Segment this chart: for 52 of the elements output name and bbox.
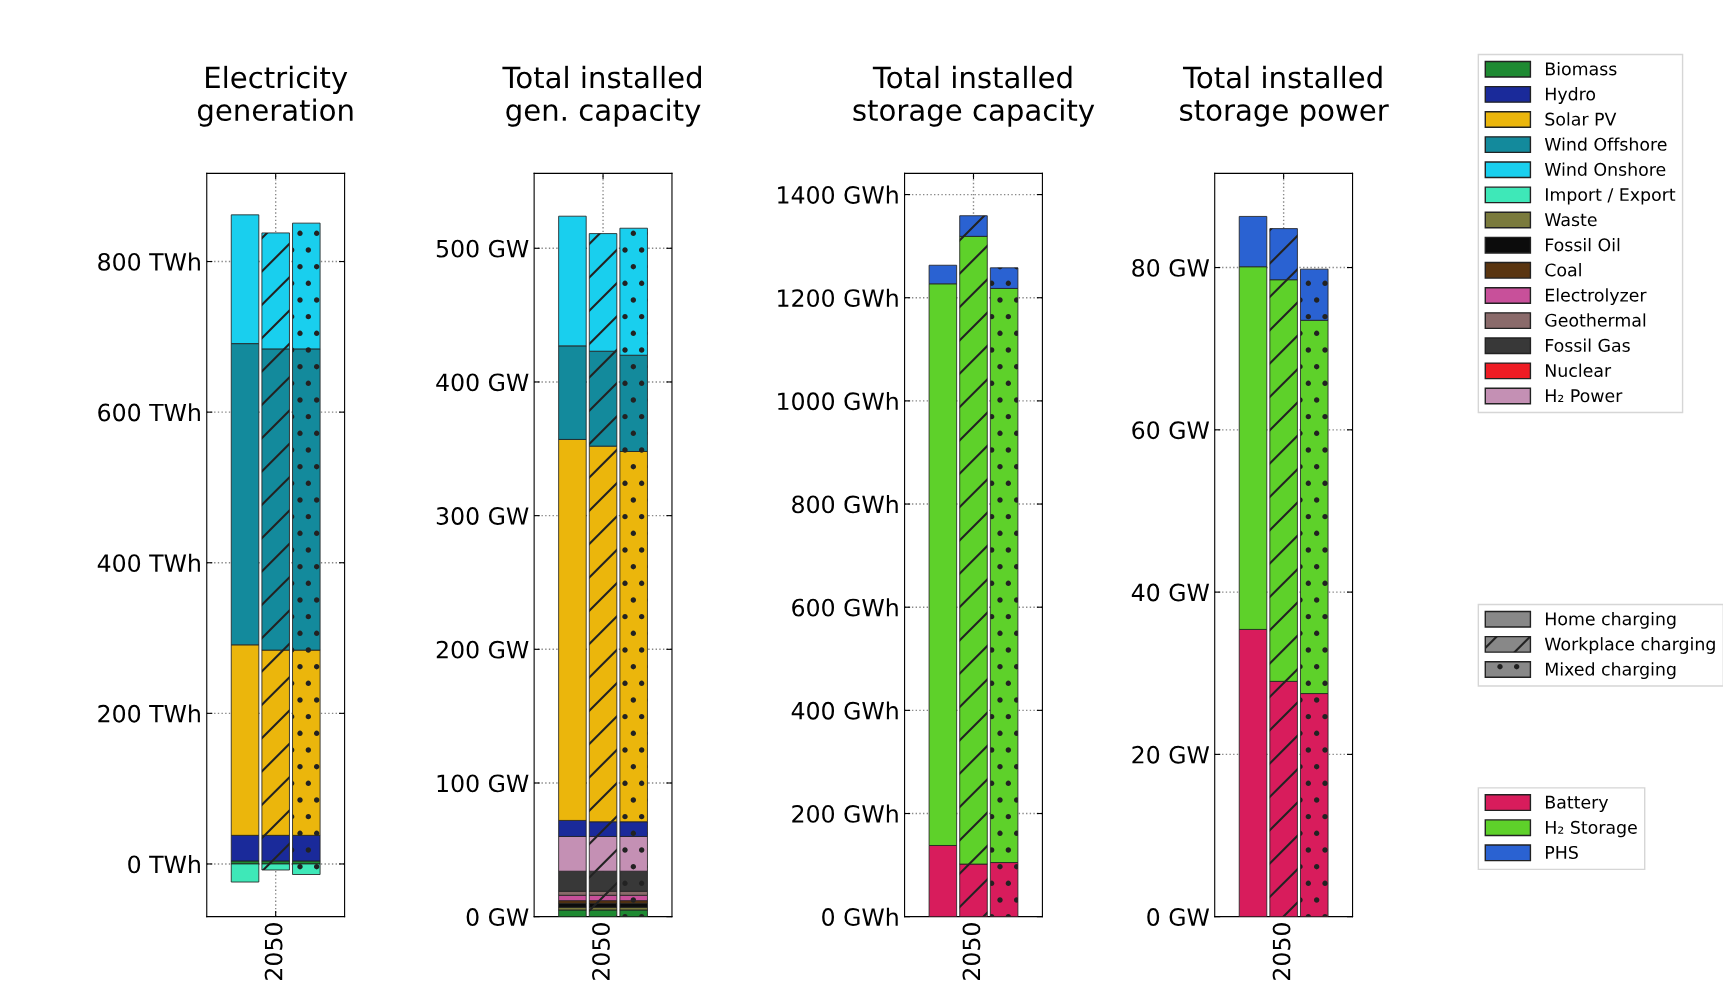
y-tick-label: 600 GWh [792,598,898,617]
legend-label: Battery [1546,795,1609,813]
legend-label: Biomass [1546,61,1617,76]
y-tick-label: 1400 GWh [778,185,898,204]
y-tick-label: 0 GW [466,908,529,926]
y-tick-label: 80 GW [1132,258,1210,277]
legend-label: Wind Onshore [1544,162,1666,176]
legend-label: Fossil Oil [1546,237,1620,252]
legend-label: H₂ Storage [1546,820,1637,838]
legend-label: Nuclear [1546,363,1612,378]
legend-label: Geothermal [1545,313,1646,327]
legend-label: Coal [1545,263,1581,277]
text: Home charging [1546,611,1676,629]
y-tick-label: 500 GW [436,239,529,258]
chart-title: Total installed storage power [1180,65,1389,127]
y-tick-label: 400 TWh [97,553,200,573]
legend-label: Import / Export [1546,188,1676,205]
y-tick-label: 400 GW [436,373,529,392]
y-tick-label: 0 GWh [822,907,898,926]
y-tick-label: 300 GW [436,507,529,525]
legend-label: Waste [1544,213,1597,227]
legend-label: PHS [1546,845,1578,860]
y-tick-label: 1000 GWh [778,391,898,411]
y-tick-label: 600 TWh [98,403,200,422]
y-tick-label: 100 GW [437,774,529,793]
x-tick-label: 2050 [592,923,610,980]
chart-title: Total installed gen. capacity [502,65,701,127]
y-tick-label: 0 TWh [128,854,200,874]
y-tick-label: 200 GWh [792,804,898,823]
y-tick-label: 200 TWh [98,704,200,723]
y-tick-label: 40 GW [1131,583,1210,602]
legend-label: Electrolyzer [1546,288,1647,306]
x-tick-label: 2050 [1272,923,1291,980]
text: Workplace charging [1544,637,1715,654]
x-tick-label: 2050 [962,923,981,980]
chart-title: Electricity generation [197,65,353,127]
chart-title: Total installed storage capacity [853,65,1095,127]
y-tick-label: 1200 GWh [778,288,898,308]
y-tick-label: 400 GWh [791,701,898,720]
y-tick-label: 20 GW [1132,745,1210,764]
text: Mixed charging [1546,662,1676,680]
legend-label: H₂ Power [1546,389,1623,403]
legend-label: Solar PV [1545,112,1617,126]
y-tick-label: 60 GW [1132,421,1210,440]
legend-label: Fossil Gas [1546,338,1630,352]
y-tick-label: 800 GWh [792,495,898,514]
y-tick-label: 0 GW [1147,908,1210,926]
x-tick-label: 2050 [264,923,283,980]
legend-label: Wind Offshore [1544,137,1667,151]
y-tick-label: 800 TWh [98,252,200,271]
y-tick-label: 200 GW [436,640,529,659]
legend-label: Hydro [1546,87,1596,104]
